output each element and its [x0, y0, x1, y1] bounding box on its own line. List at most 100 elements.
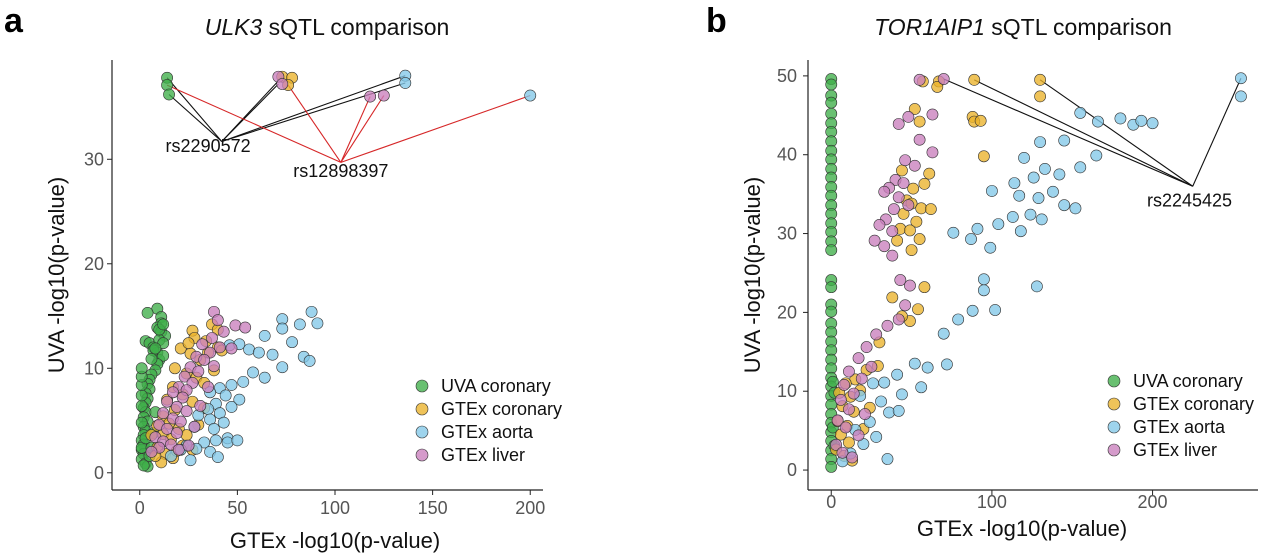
data-point: [184, 454, 197, 467]
data-point: [1074, 161, 1087, 174]
data-point: [198, 354, 211, 366]
data-point: [875, 395, 887, 408]
data-point: [198, 436, 211, 449]
annotation-leader-line: [1192, 78, 1242, 187]
data-point: [1035, 213, 1048, 226]
data-point: [137, 459, 150, 472]
data-point: [908, 357, 921, 370]
data-point: [974, 114, 987, 127]
panel-b-title-rest: sQTL comparison: [985, 14, 1172, 40]
data-point: [258, 329, 271, 342]
data-point: [364, 90, 377, 103]
data-point: [145, 352, 158, 365]
data-point: [161, 395, 173, 408]
data-point: [1006, 211, 1019, 223]
x-tick-label: 150: [418, 498, 448, 518]
panel-a-legend: UVA coronary GTEx coronary GTEx aorta GTEx …: [415, 376, 562, 465]
data-point: [852, 352, 865, 365]
data-point: [1058, 199, 1071, 212]
data-point: [886, 249, 899, 262]
legend-label: UVA coronary: [441, 376, 551, 396]
panel-b-annotation-labels: rs2245425: [1147, 191, 1232, 211]
data-point: [1235, 72, 1247, 85]
data-point: [182, 337, 195, 350]
data-point: [913, 233, 926, 245]
data-point: [1069, 202, 1082, 215]
data-point: [886, 291, 899, 304]
legend-label: GTEx liver: [441, 445, 525, 465]
data-point: [924, 203, 937, 216]
data-point: [838, 379, 850, 391]
data-point: [913, 133, 926, 146]
data-point: [918, 281, 931, 294]
x-tick-label: 200: [1138, 492, 1168, 512]
panel-a-annotation-labels: rs2290572 rs12898397: [166, 136, 389, 181]
data-point: [912, 303, 924, 316]
data-point: [896, 388, 908, 401]
data-point: [825, 461, 838, 473]
data-point: [971, 222, 984, 235]
data-point: [878, 240, 891, 253]
y-tick-label: 50: [777, 66, 797, 86]
panel-b-y-label: UVA -log10(p-value): [740, 177, 765, 373]
data-point: [913, 73, 926, 86]
data-point: [305, 305, 318, 318]
data-point: [908, 159, 921, 172]
data-point: [188, 420, 201, 433]
data-point: [399, 77, 412, 89]
data-point: [947, 226, 960, 239]
data-point: [170, 427, 183, 439]
data-point: [952, 313, 965, 326]
annotation-leader-line: [166, 84, 342, 163]
data-point: [276, 361, 289, 374]
data-point: [825, 244, 838, 257]
data-point: [989, 304, 1002, 316]
data-point: [196, 338, 209, 351]
data-point: [1074, 107, 1087, 119]
data-point: [881, 453, 894, 465]
data-point: [145, 445, 158, 458]
data-point: [247, 366, 259, 379]
panel-b-title-gene: TOR1AIP1: [874, 14, 985, 40]
data-point: [923, 167, 936, 180]
data-point: [873, 218, 886, 231]
panel-b-title: TOR1AIP1 sQTL comparison: [874, 14, 1172, 40]
data-point: [202, 381, 214, 393]
data-point: [1027, 171, 1040, 184]
x-tick-label: 200: [515, 498, 545, 518]
data-point: [524, 89, 537, 102]
data-point: [210, 434, 222, 447]
data-point: [1030, 280, 1043, 293]
y-tick-label: 30: [84, 149, 104, 169]
legend-swatch: [1107, 420, 1121, 434]
data-point: [899, 299, 912, 312]
data-point: [276, 78, 289, 90]
x-tick-label: 50: [227, 498, 247, 518]
data-point: [986, 185, 998, 197]
data-point: [169, 362, 181, 375]
data-point: [178, 370, 191, 383]
data-point: [237, 375, 250, 388]
data-point: [977, 150, 990, 163]
data-point: [180, 429, 193, 442]
annotation-leader-line: [340, 96, 371, 163]
annotation-leader-line: [943, 78, 1193, 187]
data-point: [846, 451, 859, 464]
data-point: [891, 234, 904, 247]
data-point: [908, 103, 921, 115]
data-point: [839, 421, 852, 434]
data-point: [194, 399, 207, 412]
data-point: [977, 273, 990, 286]
data-point: [847, 387, 860, 400]
data-point: [1146, 117, 1159, 130]
data-point: [899, 154, 912, 167]
data-point: [206, 332, 218, 344]
data-point: [868, 234, 881, 247]
data-point: [913, 115, 926, 128]
legend-swatch: [1107, 443, 1121, 457]
data-point: [1034, 73, 1047, 86]
data-point: [860, 341, 873, 353]
data-point: [211, 314, 224, 327]
panel-a-title-gene: ULK3: [205, 14, 263, 40]
